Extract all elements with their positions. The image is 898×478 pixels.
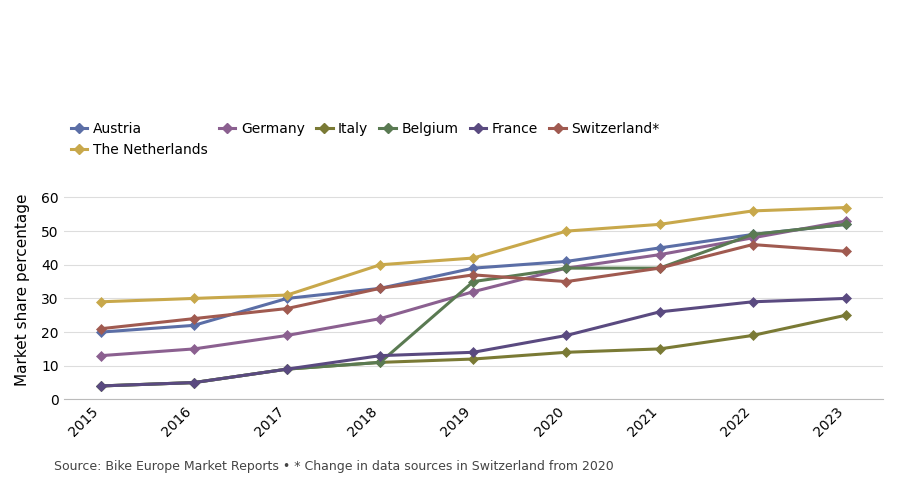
Germany xyxy=(561,265,572,271)
The Netherlands xyxy=(95,299,106,304)
Belgium xyxy=(95,383,106,389)
The Netherlands xyxy=(841,205,851,210)
Austria xyxy=(561,259,572,264)
France xyxy=(468,349,479,355)
Line: Italy: Italy xyxy=(97,312,850,390)
Germany xyxy=(374,316,385,322)
Line: Germany: Germany xyxy=(97,217,850,359)
Switzerland* xyxy=(747,242,758,248)
Switzerland* xyxy=(561,279,572,284)
Italy xyxy=(468,356,479,362)
The Netherlands xyxy=(561,228,572,234)
Y-axis label: Market share percentage: Market share percentage xyxy=(15,194,30,386)
Belgium xyxy=(561,265,572,271)
Line: Belgium: Belgium xyxy=(97,221,850,390)
The Netherlands xyxy=(374,262,385,268)
France xyxy=(189,380,199,385)
Germany xyxy=(841,218,851,224)
Italy xyxy=(95,383,106,389)
Italy xyxy=(747,333,758,338)
Switzerland* xyxy=(95,326,106,332)
Text: Source: Bike Europe Market Reports • * Change in data sources in Switzerland fro: Source: Bike Europe Market Reports • * C… xyxy=(54,460,613,473)
Austria xyxy=(282,295,293,301)
France xyxy=(654,309,665,315)
Italy xyxy=(282,366,293,372)
The Netherlands xyxy=(282,292,293,298)
France xyxy=(747,299,758,304)
Belgium xyxy=(841,221,851,227)
France xyxy=(282,366,293,372)
Austria xyxy=(654,245,665,251)
Belgium xyxy=(374,359,385,365)
Belgium xyxy=(189,380,199,385)
Germany xyxy=(189,346,199,352)
Germany xyxy=(654,252,665,258)
France xyxy=(95,383,106,389)
Italy xyxy=(189,380,199,385)
Switzerland* xyxy=(841,249,851,254)
Italy xyxy=(561,349,572,355)
France xyxy=(374,353,385,358)
Austria xyxy=(95,329,106,335)
Germany xyxy=(747,235,758,241)
Belgium xyxy=(747,232,758,238)
Switzerland* xyxy=(654,265,665,271)
Line: Austria: Austria xyxy=(97,221,850,336)
Germany xyxy=(282,333,293,338)
Austria xyxy=(189,323,199,328)
Switzerland* xyxy=(189,316,199,322)
Switzerland* xyxy=(374,285,385,291)
Italy xyxy=(841,313,851,318)
Germany xyxy=(95,353,106,358)
The Netherlands xyxy=(654,221,665,227)
Belgium xyxy=(654,265,665,271)
The Netherlands xyxy=(468,255,479,261)
Italy xyxy=(374,359,385,365)
Belgium xyxy=(282,366,293,372)
Germany xyxy=(468,289,479,294)
Italy xyxy=(654,346,665,352)
Line: The Netherlands: The Netherlands xyxy=(97,204,850,305)
Switzerland* xyxy=(468,272,479,278)
Austria xyxy=(374,285,385,291)
The Netherlands xyxy=(189,295,199,301)
France xyxy=(561,333,572,338)
The Netherlands xyxy=(747,208,758,214)
France xyxy=(841,295,851,301)
Belgium xyxy=(468,279,479,284)
Austria xyxy=(468,265,479,271)
Austria xyxy=(841,221,851,227)
Switzerland* xyxy=(282,305,293,311)
Legend: Austria, The Netherlands, Germany, Italy, Belgium, France, Switzerland*: Austria, The Netherlands, Germany, Italy… xyxy=(71,122,660,157)
Austria xyxy=(747,232,758,238)
Line: France: France xyxy=(97,295,850,390)
Line: Switzerland*: Switzerland* xyxy=(97,241,850,332)
